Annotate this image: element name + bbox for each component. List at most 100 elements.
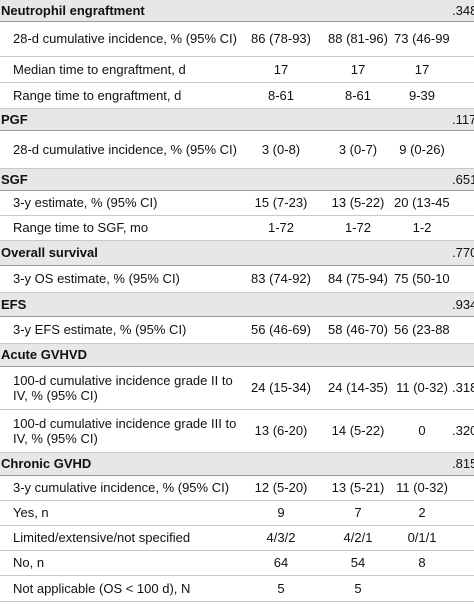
row-label: Median time to engraftment, d bbox=[0, 56, 240, 83]
section-title: Neutrophil engraftment bbox=[0, 0, 451, 22]
section-p-value: .651 bbox=[450, 168, 474, 191]
row-p-value bbox=[450, 525, 474, 551]
section-header: SGF.651 bbox=[0, 168, 474, 191]
row-p-value bbox=[450, 215, 474, 241]
value-col-1: 4/3/2 bbox=[240, 525, 322, 551]
row-p-value bbox=[450, 475, 474, 501]
row-p-value bbox=[450, 130, 474, 169]
value-col-1: 13 (6-20) bbox=[240, 409, 322, 453]
table-row: 28-d cumulative incidence, % (95% CI) 86 … bbox=[0, 21, 474, 57]
section-header: Acute GVHVD bbox=[0, 343, 474, 367]
section-header: Chronic GVHD.815 bbox=[0, 452, 474, 476]
value-col-3: 17 bbox=[394, 56, 451, 83]
table-row: 3-y estimate, % (95% CI) 15 (7-23) 13 (5-2… bbox=[0, 190, 474, 216]
value-col-1: 3 (0-8) bbox=[240, 130, 322, 169]
section-title: Overall survival bbox=[0, 240, 451, 266]
row-p-value: .318 bbox=[450, 366, 474, 410]
section-title: EFS bbox=[0, 292, 451, 317]
value-col-3: 9 (0-26) bbox=[394, 130, 451, 169]
row-p-value bbox=[450, 265, 474, 293]
section-header: Overall survival.770 bbox=[0, 240, 474, 266]
value-col-3: 11 (0-32) bbox=[394, 475, 451, 501]
value-col-1: 8-61 bbox=[240, 82, 322, 109]
value-col-1: 15 (7-23) bbox=[240, 190, 322, 216]
section-title: PGF bbox=[0, 108, 451, 131]
value-col-3: 0/1/1 bbox=[394, 525, 451, 551]
value-col-3: 0 bbox=[394, 409, 451, 453]
value-col-1: 56 (46-69) bbox=[240, 316, 322, 344]
table-row: 3-y cumulative incidence, % (95% CI) 12 (… bbox=[0, 475, 474, 501]
section-title: Chronic GVHD bbox=[0, 452, 451, 476]
value-col-2: 88 (81-96) bbox=[322, 21, 394, 57]
value-col-3: 9-39 bbox=[394, 82, 451, 109]
table-row: Range time to SGF, mo 1-72 1-72 1-2 bbox=[0, 215, 474, 241]
row-label: 3-y estimate, % (95% CI) bbox=[0, 190, 240, 216]
table-row: 3-y OS estimate, % (95% CI) 83 (74-92) 84 … bbox=[0, 265, 474, 293]
value-col-1: 5 bbox=[240, 575, 322, 602]
value-col-1: 1-72 bbox=[240, 215, 322, 241]
value-col-2: 13 (5-22) bbox=[322, 190, 394, 216]
value-col-3: 1-2 bbox=[394, 215, 451, 241]
value-col-1: 9 bbox=[240, 500, 322, 526]
table-row: 28-d cumulative incidence, % (95% CI) 3 (… bbox=[0, 130, 474, 169]
section-p-value bbox=[450, 343, 474, 367]
value-col-3: 73 (46-99) bbox=[394, 21, 451, 57]
row-label: No, n bbox=[0, 550, 240, 576]
row-p-value bbox=[450, 316, 474, 344]
table-row: Range time to engraftment, d 8-61 8-61 9-39 bbox=[0, 82, 474, 109]
row-label: 3-y EFS estimate, % (95% CI) bbox=[0, 316, 240, 344]
table-row: No, n 64 54 8 bbox=[0, 550, 474, 576]
section-title: Acute GVHVD bbox=[0, 343, 451, 367]
table-row: Median time to engraftment, d 17 17 17 bbox=[0, 56, 474, 83]
table-row: 100-d cumulative incidence grade II to I… bbox=[0, 366, 474, 410]
value-col-2: 14 (5-22) bbox=[322, 409, 394, 453]
value-col-1: 83 (74-92) bbox=[240, 265, 322, 293]
value-col-2: 4/2/1 bbox=[322, 525, 394, 551]
section-header: Neutrophil engraftment .348 bbox=[0, 0, 474, 22]
value-col-2: 5 bbox=[322, 575, 394, 602]
row-label: 28-d cumulative incidence, % (95% CI) bbox=[0, 21, 240, 57]
value-col-3 bbox=[394, 575, 451, 602]
value-col-2: 8-61 bbox=[322, 82, 394, 109]
value-col-3: 20 (13-45) bbox=[394, 190, 451, 216]
row-label: Not applicable (OS < 100 d), N bbox=[0, 575, 240, 602]
value-col-2: 54 bbox=[322, 550, 394, 576]
row-p-value bbox=[450, 56, 474, 83]
row-label: 3-y cumulative incidence, % (95% CI) bbox=[0, 475, 240, 501]
row-p-value bbox=[450, 21, 474, 57]
section-header: EFS.934 bbox=[0, 292, 474, 317]
row-p-value bbox=[450, 500, 474, 526]
row-label: Yes, n bbox=[0, 500, 240, 526]
value-col-2: 84 (75-94) bbox=[322, 265, 394, 293]
value-col-3: 56 (23-88) bbox=[394, 316, 451, 344]
section-title: SGF bbox=[0, 168, 451, 191]
row-p-value bbox=[450, 190, 474, 216]
section-p-value: .934 bbox=[450, 292, 474, 317]
row-p-value bbox=[450, 550, 474, 576]
table-row: 3-y EFS estimate, % (95% CI) 56 (46-69) 58… bbox=[0, 316, 474, 344]
row-label: 28-d cumulative incidence, % (95% CI) bbox=[0, 130, 240, 169]
value-col-2: 3 (0-7) bbox=[322, 130, 394, 169]
table-row: Limited/extensive/not specified 4/3/2 4/2/… bbox=[0, 525, 474, 551]
value-col-3: 2 bbox=[394, 500, 451, 526]
value-col-1: 24 (15-34) bbox=[240, 366, 322, 410]
row-label: Limited/extensive/not specified bbox=[0, 525, 240, 551]
row-p-value bbox=[450, 82, 474, 109]
table-row: 100-d cumulative incidence grade III to … bbox=[0, 409, 474, 453]
value-col-3: 75 (50-100) bbox=[394, 265, 451, 293]
section-p-value: .770 bbox=[450, 240, 474, 266]
row-p-value: .320 bbox=[450, 409, 474, 453]
section-p-value: .348 bbox=[450, 0, 474, 22]
section-p-value: .117 bbox=[450, 108, 474, 131]
value-col-3: 8 bbox=[394, 550, 451, 576]
row-label: 3-y OS estimate, % (95% CI) bbox=[0, 265, 240, 293]
section-header: PGF .117 bbox=[0, 108, 474, 131]
section-p-value: .815 bbox=[450, 452, 474, 476]
value-col-1: 17 bbox=[240, 56, 322, 83]
value-col-2: 24 (14-35) bbox=[322, 366, 394, 410]
row-p-value bbox=[450, 575, 474, 602]
value-col-2: 7 bbox=[322, 500, 394, 526]
value-col-2: 13 (5-21) bbox=[322, 475, 394, 501]
